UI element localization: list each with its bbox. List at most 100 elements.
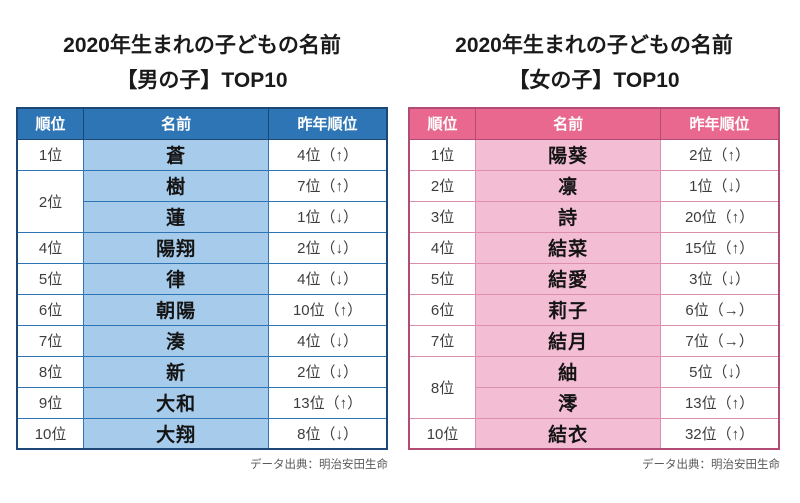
prev-rank-cell: 4位（↑）: [268, 138, 388, 171]
rank-cell: 1位: [16, 138, 85, 171]
boys-col-header-name: 名前: [83, 107, 270, 140]
table-row: 5位律 4位（↓）: [16, 262, 388, 295]
prev-rank-cell: 5位（↓）: [660, 355, 780, 388]
prev-rank-cell: 15位（↑）: [660, 231, 780, 264]
prev-rank-cell: 13位（↑）: [268, 386, 388, 419]
girls-table-body: 1位 陽葵 2位（↑） 2位凛 1位（↓） 3位詩 20位（↑） 4位 結菜 15位（↑） 5位 結愛…: [408, 138, 780, 450]
name-cell: 紬: [475, 355, 662, 388]
rank-cell: 10位: [408, 417, 477, 450]
prev-rank-cell: 3位（↓）: [660, 262, 780, 295]
prev-rank-cell: 13位（↑）: [660, 386, 780, 419]
rank-cell: 5位: [16, 262, 85, 295]
girls-ranking-table: 順位 名前 昨年順位 1位 陽葵 2位（↑） 2位凛 1位（↓） 3位詩 20位（↑） 4位結…: [408, 107, 780, 450]
table-row: 2位凛 1位（↓）: [408, 169, 780, 202]
name-cell: 大和: [83, 386, 270, 419]
rank-cell: 6位: [408, 293, 477, 326]
prev-rank-cell: 1位（↓）: [268, 200, 388, 233]
table-row: 蓮 1位（↓）: [17, 200, 388, 233]
rank-cell: 2位: [16, 169, 85, 233]
table-row: 4位 陽翔 2位（↓）: [16, 231, 388, 264]
table-row: 6位 莉子 6位（→）: [408, 293, 780, 326]
rank-cell: 3位: [408, 200, 477, 233]
name-cell: 結愛: [475, 262, 662, 295]
prev-rank-cell: 6位（→）: [660, 293, 780, 326]
table-row: 7位湊 4位（↓）: [16, 324, 388, 357]
name-cell: 凛: [475, 169, 662, 202]
rank-cell: 6位: [16, 293, 85, 326]
name-cell: 詩: [475, 200, 662, 233]
name-cell: 莉子: [475, 293, 662, 326]
boys-col-header-prev-rank: 昨年順位: [268, 107, 388, 140]
rank-cell: 1位: [408, 138, 477, 171]
rank-cell: 7位: [16, 324, 85, 357]
name-cell: 樹: [83, 169, 270, 202]
table-row: 1位 陽葵 2位（↑）: [408, 138, 780, 171]
table-row: 6位 朝陽 10位（↑）: [16, 293, 388, 326]
name-cell: 澪: [475, 386, 662, 419]
prev-rank-cell: 2位（↑）: [660, 138, 780, 171]
girls-ranking-panel: 2020年生まれの子どもの名前 【女の子】TOP10 順位 名前 昨年順位 1位…: [408, 28, 780, 472]
prev-rank-cell: 20位（↑）: [660, 200, 780, 233]
rank-cell: 5位: [408, 262, 477, 295]
prev-rank-cell: 2位（↓）: [268, 355, 388, 388]
table-row: 10位 大翔 8位（↓）: [16, 417, 388, 450]
prev-rank-cell: 10位（↑）: [268, 293, 388, 326]
name-cell: 大翔: [83, 417, 270, 450]
girls-title-line1: 2020年生まれの子どもの名前: [455, 34, 733, 57]
name-cell: 朝陽: [83, 293, 270, 326]
girls-title-line2: 【女の子】TOP10: [508, 69, 680, 92]
boys-ranking-table: 順位 名前 昨年順位 1位蒼 4位（↑） 2位樹 7位（↑）蓮 1位（↓） 4位 陽翔 2位（…: [16, 107, 388, 450]
boys-title-line1: 2020年生まれの子どもの名前: [63, 34, 341, 57]
table-row: 10位 結衣 32位（↑）: [408, 417, 780, 450]
boys-source-note: データ出典：明治安田生命: [250, 459, 388, 471]
table-row: 8位紬 5位（↓）: [408, 355, 780, 419]
rank-cell: 4位: [16, 231, 85, 264]
table-row: 9位 大和 13位（↑）: [16, 386, 388, 419]
name-cell: 結衣: [475, 417, 662, 450]
boys-header-row: 順位 名前 昨年順位: [16, 107, 388, 140]
name-cell: 陽翔: [83, 231, 270, 264]
girls-col-header-prev-rank: 昨年順位: [660, 107, 780, 140]
table-row: 1位蒼 4位（↑）: [16, 138, 388, 171]
boys-col-header-rank: 順位: [16, 107, 85, 140]
prev-rank-cell: 32位（↑）: [660, 417, 780, 450]
prev-rank-cell: 1位（↓）: [660, 169, 780, 202]
girls-col-header-rank: 順位: [408, 107, 477, 140]
girls-title: 2020年生まれの子どもの名前 【女の子】TOP10: [408, 28, 780, 98]
girls-source-note: データ出典：明治安田生命: [642, 459, 780, 471]
name-cell: 湊: [83, 324, 270, 357]
girls-header-row: 順位 名前 昨年順位: [408, 107, 780, 140]
prev-rank-cell: 7位（↑）: [268, 169, 388, 202]
rank-cell: 4位: [408, 231, 477, 264]
name-cell: 律: [83, 262, 270, 295]
rank-cell: 8位: [408, 355, 477, 419]
prev-rank-cell: 7位（→）: [660, 324, 780, 357]
name-cell: 新: [83, 355, 270, 388]
rank-cell: 10位: [16, 417, 85, 450]
rank-cell: 7位: [408, 324, 477, 357]
boys-table-body: 1位蒼 4位（↑） 2位樹 7位（↑）蓮 1位（↓） 4位 陽翔 2位（↓） 5位律 4位（↓） 6…: [16, 138, 388, 450]
girls-col-header-name: 名前: [475, 107, 662, 140]
table-row: 5位 結愛 3位（↓）: [408, 262, 780, 295]
rank-cell: 2位: [408, 169, 477, 202]
prev-rank-cell: 4位（↓）: [268, 262, 388, 295]
boys-title: 2020年生まれの子どもの名前 【男の子】TOP10: [16, 28, 388, 98]
name-cell: 陽葵: [475, 138, 662, 171]
table-row: 2位樹 7位（↑）: [16, 169, 388, 233]
table-row: 7位 結月 7位（→）: [408, 324, 780, 357]
name-cell: 結菜: [475, 231, 662, 264]
rank-cell: 9位: [16, 386, 85, 419]
prev-rank-cell: 4位（↓）: [268, 324, 388, 357]
name-cell: 蓮: [83, 200, 270, 233]
rank-cell: 8位: [16, 355, 85, 388]
table-row: 3位詩 20位（↑）: [408, 200, 780, 233]
boys-title-line2: 【男の子】TOP10: [116, 69, 288, 92]
prev-rank-cell: 8位（↓）: [268, 417, 388, 450]
name-cell: 蒼: [83, 138, 270, 171]
table-row: 8位新 2位（↓）: [16, 355, 388, 388]
name-cell: 結月: [475, 324, 662, 357]
boys-ranking-panel: 2020年生まれの子どもの名前 【男の子】TOP10 順位 名前 昨年順位 1位…: [16, 28, 388, 472]
page: 2020年生まれの子どもの名前 【男の子】TOP10 順位 名前 昨年順位 1位…: [16, 28, 780, 472]
prev-rank-cell: 2位（↓）: [268, 231, 388, 264]
table-row: 4位 結菜 15位（↑）: [408, 231, 780, 264]
